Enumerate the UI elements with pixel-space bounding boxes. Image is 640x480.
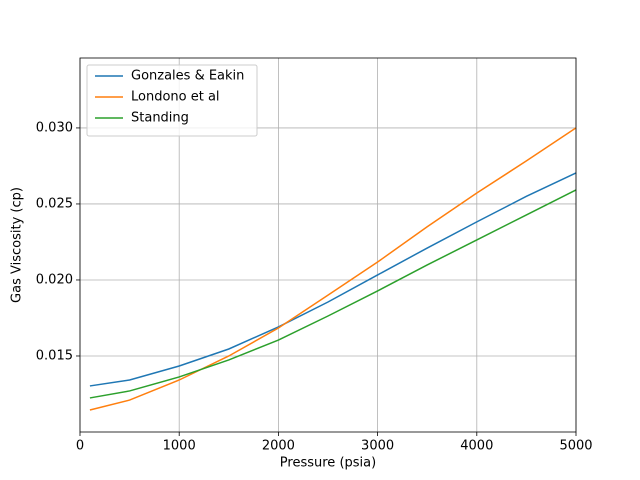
x-tick-label: 3000 xyxy=(361,439,394,454)
legend-label: Standing xyxy=(131,111,189,126)
y-axis-label: Gas Viscosity (cp) xyxy=(10,187,25,303)
y-tick-label: 0.030 xyxy=(36,120,73,135)
y-tick-label: 0.020 xyxy=(36,272,73,287)
legend-label: Gonzales & Eakin xyxy=(131,69,244,84)
legend-box xyxy=(86,64,258,137)
line-series xyxy=(89,172,577,387)
x-tick-label: 1000 xyxy=(163,439,196,454)
line-series xyxy=(89,189,577,399)
legend-label: Londono et al xyxy=(131,90,220,105)
line-series xyxy=(89,127,577,411)
x-tick-label: 4000 xyxy=(460,439,493,454)
x-axis-label: Pressure (psia) xyxy=(280,456,376,471)
x-tick-label: 5000 xyxy=(559,439,592,454)
x-tick-label: 0 xyxy=(76,439,84,454)
x-tick-label: 2000 xyxy=(262,439,295,454)
y-tick-label: 0.025 xyxy=(36,196,73,211)
axes-frame xyxy=(79,57,577,433)
y-tick-label: 0.015 xyxy=(36,348,73,363)
